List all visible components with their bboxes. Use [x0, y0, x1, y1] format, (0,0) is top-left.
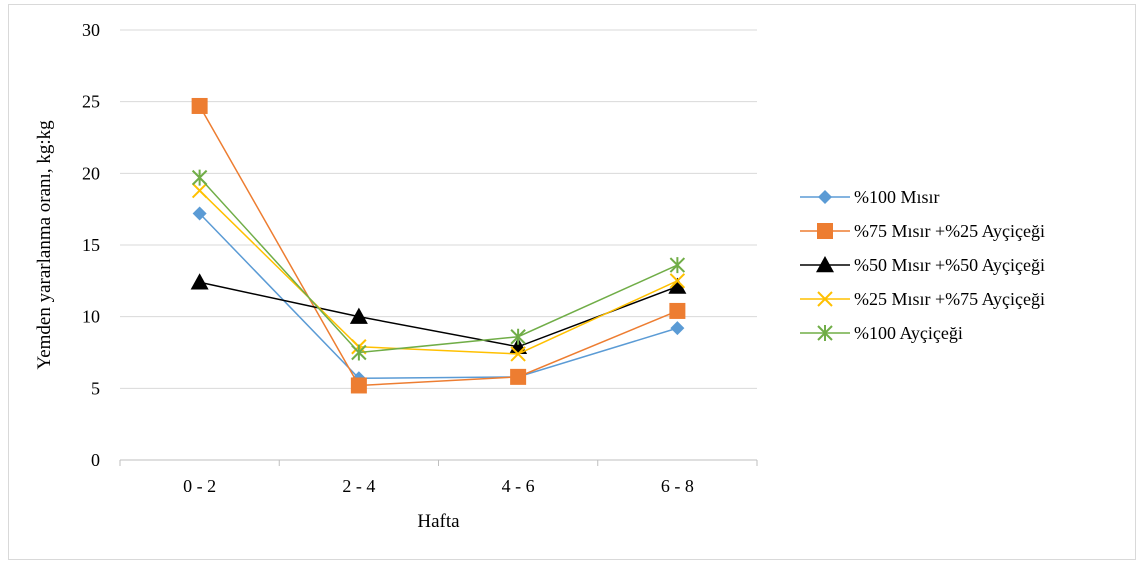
- data-point-marker: [350, 377, 367, 394]
- legend-marker: [817, 223, 833, 239]
- data-point-marker: [669, 273, 686, 289]
- data-point-marker: [191, 97, 208, 114]
- legend-item: %50 Mısır +%50 Ayçiçeği: [800, 255, 1045, 275]
- data-point-marker: [191, 169, 208, 186]
- legend-label: %50 Mısır +%50 Ayçiçeği: [854, 255, 1045, 275]
- y-tick-label: 10: [82, 307, 100, 327]
- legend-marker: [818, 190, 832, 204]
- series-3: [191, 182, 686, 362]
- y-tick-label: 30: [82, 20, 100, 40]
- series-line: [199, 189, 678, 355]
- series-2: [190, 273, 687, 354]
- y-tick-label: 5: [91, 378, 100, 398]
- data-point-marker: [191, 182, 208, 199]
- data-point-marker: [351, 344, 367, 361]
- legend-item: %75 Mısır +%25 Ayçiçeği: [800, 221, 1045, 241]
- data-point-marker: [510, 346, 526, 362]
- data-point-marker: [349, 307, 368, 324]
- series-line: [199, 212, 678, 380]
- x-tick-label: 0 - 2: [183, 476, 216, 496]
- data-point-marker: [670, 321, 685, 336]
- data-point-marker: [510, 368, 527, 385]
- legend-marker: [816, 256, 834, 273]
- x-axis-title: Hafta: [417, 511, 460, 532]
- y-tick-label: 20: [82, 163, 100, 183]
- data-point-marker: [190, 273, 209, 290]
- series-4: [191, 169, 686, 361]
- y-axis-title: Yemden yararlanma oranı, kg:kg: [34, 120, 55, 370]
- legend-item: %25 Mısır +%75 Ayçiçeği: [800, 289, 1045, 309]
- series-line: [198, 105, 678, 387]
- x-tick-label: 2 - 4: [342, 476, 375, 496]
- gridlines: [120, 29, 757, 389]
- data-point-marker: [668, 277, 687, 294]
- series-layer: [190, 97, 687, 394]
- x-tick-label: 6 - 8: [661, 476, 694, 496]
- legend-item: %100 Mısır: [800, 187, 940, 207]
- series-1: [191, 97, 686, 394]
- y-tick-label: 25: [82, 92, 100, 112]
- data-point-marker: [192, 206, 207, 221]
- data-point-marker: [510, 328, 526, 345]
- legend-label: %25 Mısır +%75 Ayçiçeği: [854, 289, 1045, 309]
- legend-marker: [817, 325, 833, 341]
- data-point-marker: [669, 257, 686, 274]
- y-tick-label: 15: [82, 235, 100, 255]
- legend-label: %75 Mısır +%25 Ayçiçeği: [854, 221, 1045, 241]
- x-tick-label: 4 - 6: [502, 476, 535, 496]
- y-tick-label: 0: [91, 450, 100, 470]
- legend-marker: [817, 291, 833, 307]
- legend-item: %100 Ayçiçeği: [800, 323, 963, 343]
- legend-label: %100 Mısır: [854, 187, 940, 207]
- axes: 0 5 10 15 20 25 30 0 - 2 2 - 4 4 - 6 6 - 8: [82, 20, 758, 496]
- data-point-marker: [669, 302, 686, 319]
- legend-label: %100 Ayçiçeği: [854, 323, 963, 343]
- series-line: [199, 177, 678, 354]
- legend: %100 Mısır %75 Mısır +%25 Ayçiçeği %50 Mıs…: [800, 187, 1045, 343]
